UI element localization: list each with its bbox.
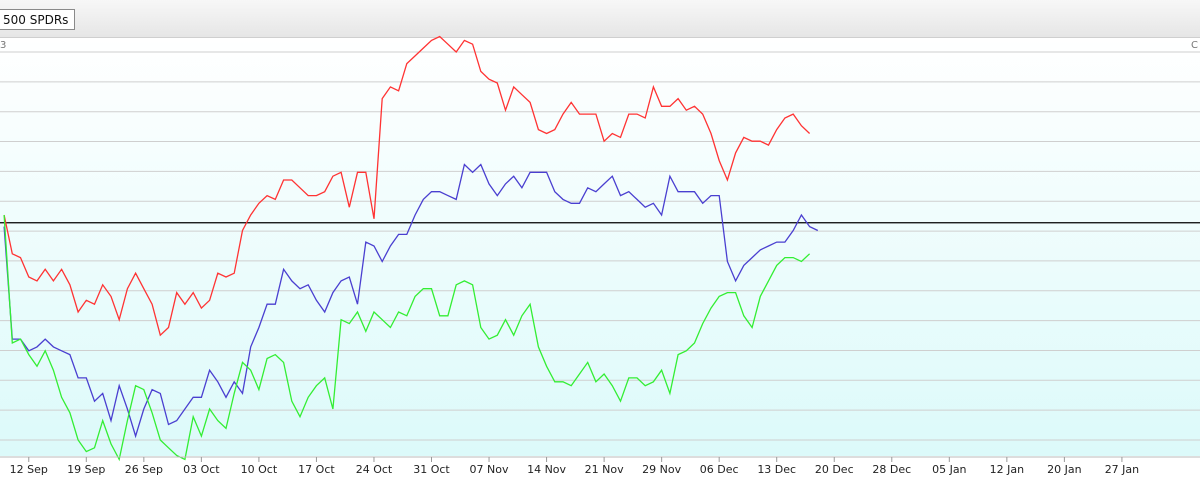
x-tick-label: 03 Oct — [183, 463, 220, 476]
x-tick-label: 14 Nov — [527, 463, 566, 476]
ticker-button[interactable]: 500 SPDRs — [0, 9, 76, 30]
series-line-red — [3, 35, 811, 337]
series-line-blue — [3, 163, 819, 439]
plot-area — [0, 38, 1200, 456]
x-tick-label: 29 Nov — [642, 463, 681, 476]
toolbar: 500 SPDRs — [0, 0, 1200, 38]
series-line-green — [3, 214, 811, 462]
x-tick-label: 20 Jan — [1047, 463, 1081, 476]
x-tick-label: 20 Dec — [815, 463, 854, 476]
corner-label-left: 3 — [0, 40, 6, 51]
x-tick-label: 27 Jan — [1105, 463, 1139, 476]
x-tick-label: 06 Dec — [700, 463, 739, 476]
x-tick-label: 17 Oct — [298, 463, 335, 476]
x-tick-label: 10 Oct — [241, 463, 278, 476]
x-tick-label: 28 Dec — [872, 463, 911, 476]
x-tick-label: 21 Nov — [585, 463, 624, 476]
x-tick-label: 07 Nov — [470, 463, 509, 476]
x-tick-label: 19 Sep — [67, 463, 105, 476]
gridlines — [0, 51, 1200, 441]
x-tick-label: 31 Oct — [413, 463, 450, 476]
x-tick-label: 26 Sep — [125, 463, 163, 476]
corner-label-right: C — [1191, 40, 1198, 51]
x-tick-label: 13 Dec — [757, 463, 796, 476]
x-tick-label: 12 Sep — [10, 463, 48, 476]
x-tick-label: 12 Jan — [990, 463, 1024, 476]
series-lines — [3, 35, 819, 462]
x-tick-label: 05 Jan — [932, 463, 966, 476]
x-tick-label: 24 Oct — [356, 463, 393, 476]
x-axis: 12 Sep 19 Sep 26 Sep 03 Oct 10 Oct 17 Oct 24 O… — [10, 457, 1139, 476]
